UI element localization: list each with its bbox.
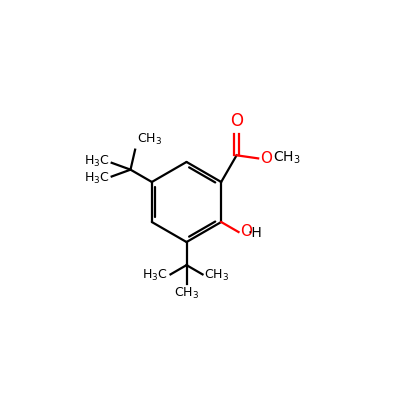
Text: CH$_3$: CH$_3$ <box>174 286 199 301</box>
Text: CH$_3$: CH$_3$ <box>204 268 230 284</box>
Text: CH$_3$: CH$_3$ <box>137 132 162 147</box>
Text: H$_3$C: H$_3$C <box>84 170 110 186</box>
Text: CH$_3$: CH$_3$ <box>273 150 300 166</box>
Text: H$_3$C: H$_3$C <box>84 154 110 169</box>
Text: O: O <box>240 224 252 239</box>
Text: O: O <box>230 112 243 130</box>
Text: ·H: ·H <box>248 226 262 240</box>
Text: H$_3$C: H$_3$C <box>142 268 168 284</box>
Text: O: O <box>260 151 272 166</box>
